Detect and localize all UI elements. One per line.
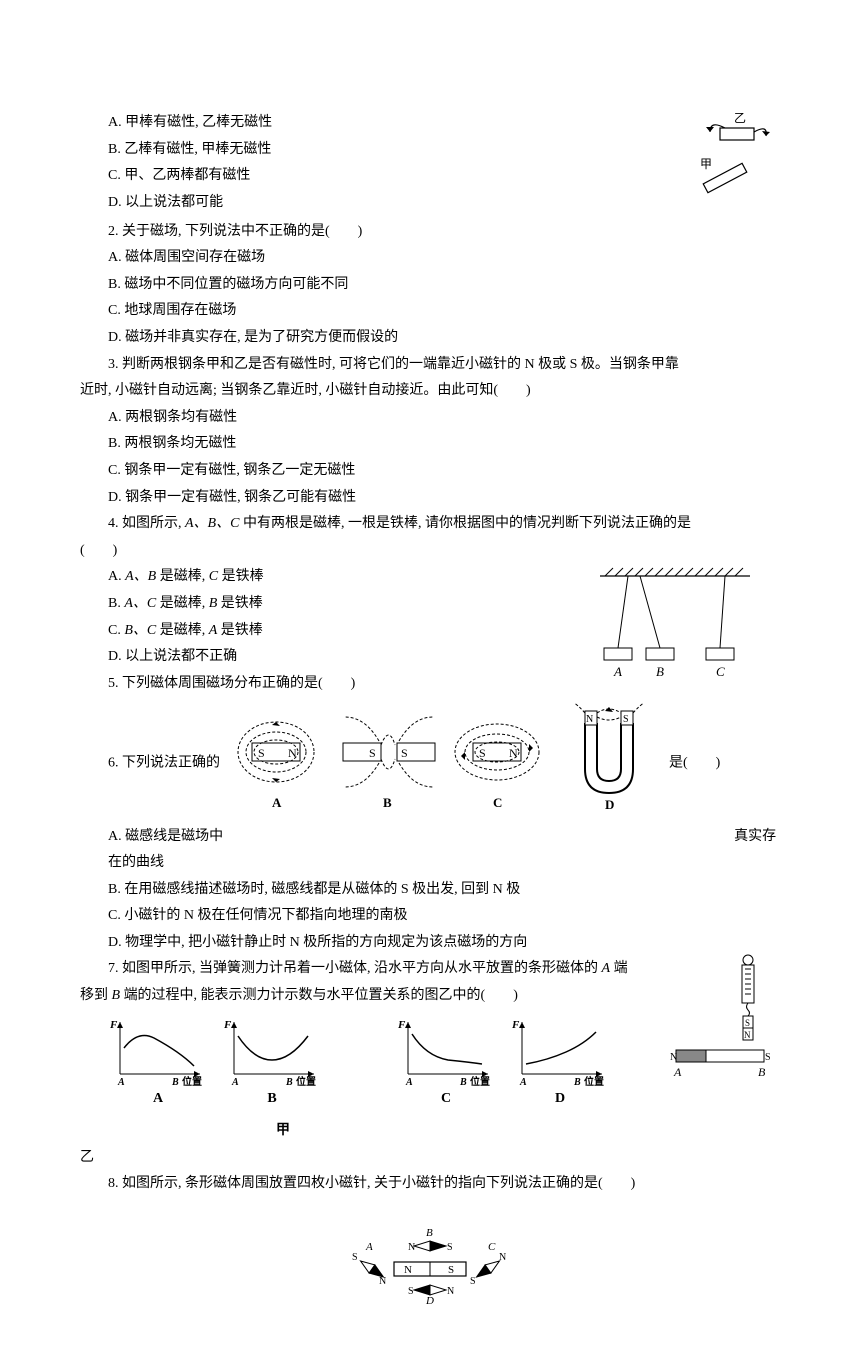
svg-text:A: A — [405, 1077, 413, 1086]
svg-text:B: B — [656, 664, 664, 679]
q6-option-a-a: A. 磁感线是磁场中 — [108, 829, 223, 844]
q8-figure: N S S N A N S B S N C S N D — [80, 1228, 780, 1319]
q2-option-a: A. 磁体周围空间存在磁场 — [80, 245, 780, 272]
svg-text:B: B — [426, 1228, 433, 1239]
q4-stem: 4. 如图所示, A、B、C 中有两根是磁棒, 一根是铁棒, 请你根据图中的情况… — [80, 511, 780, 538]
q7-jia-figure: S N A B N S — [670, 952, 770, 1113]
svg-text:S: S — [408, 1286, 414, 1297]
q3-option-c: C. 钢条甲一定有磁性, 钢条乙一定无磁性 — [80, 458, 780, 485]
q6-option-c: C. 小磁针的 N 极在任何情况下都指向地理的南极 — [80, 903, 780, 930]
svg-text:F: F — [397, 1019, 406, 1031]
svg-text:A: A — [231, 1077, 239, 1086]
svg-text:B: B — [459, 1077, 467, 1086]
q3-option-d: D. 钢条甲一定有磁性, 钢条乙可能有磁性 — [80, 485, 780, 512]
q6-stem-a: 6. 下列说法正确的 — [108, 755, 220, 770]
q3-option-b: B. 两根钢条均无磁性 — [80, 431, 780, 458]
svg-text:位置: 位置 — [296, 1075, 316, 1086]
svg-text:A: A — [272, 795, 282, 810]
svg-text:S: S — [369, 746, 376, 760]
svg-text:B: B — [573, 1077, 581, 1086]
svg-text:F: F — [109, 1019, 118, 1031]
q1-figure: 乙 甲 — [670, 110, 770, 211]
q6-stem-b: 是( ) — [669, 755, 720, 770]
q3-stem-b: 近时, 小磁针自动远离; 当钢条乙靠近时, 小磁针自动接近。由此可知( ) — [80, 378, 780, 405]
svg-text:S: S — [470, 1276, 476, 1287]
svg-text:位置: 位置 — [470, 1075, 490, 1086]
svg-text:S: S — [448, 1264, 454, 1276]
q4-figure: A B C — [580, 564, 770, 695]
q7-graph-a: F A B 位置 — [108, 1016, 208, 1086]
svg-text:B: B — [758, 1065, 766, 1079]
q3-stem-a: 3. 判断两根钢条甲和乙是否有磁性时, 可将它们的一端靠近小磁针的 N 极或 S… — [80, 352, 780, 379]
q3-option-a: A. 两根钢条均有磁性 — [80, 405, 780, 432]
svg-text:S: S — [623, 714, 629, 725]
svg-text:A: A — [673, 1065, 682, 1079]
svg-text:C: C — [716, 664, 725, 679]
svg-text:S: S — [352, 1252, 358, 1263]
svg-text:S: S — [479, 746, 486, 760]
svg-text:S: S — [765, 1052, 770, 1063]
svg-text:N: N — [408, 1242, 415, 1253]
svg-text:S: S — [401, 746, 408, 760]
svg-text:A: A — [365, 1241, 373, 1253]
q4-stem-c: ( ) — [80, 538, 780, 565]
q2-option-b: B. 磁场中不同位置的磁场方向可能不同 — [80, 272, 780, 299]
svg-text:A: A — [117, 1077, 125, 1086]
q7-yi-figures: F A B 位置 A F A B 位置 B F A B 位置 C — [80, 1016, 660, 1113]
svg-text:D: D — [605, 797, 614, 812]
svg-text:C: C — [488, 1241, 496, 1253]
svg-text:N: N — [404, 1264, 412, 1276]
svg-text:D: D — [425, 1295, 434, 1307]
q7-jia-label: 甲 — [80, 1118, 780, 1145]
svg-text:位置: 位置 — [584, 1075, 604, 1086]
q7-label-d: D — [555, 1086, 565, 1113]
svg-text:位置: 位置 — [182, 1075, 202, 1086]
svg-text:N: N — [586, 714, 593, 725]
svg-text:B: B — [285, 1077, 293, 1086]
q7-label-c: C — [441, 1086, 451, 1113]
svg-text:N: N — [379, 1276, 386, 1287]
svg-text:S: S — [745, 1018, 750, 1028]
svg-text:F: F — [511, 1019, 520, 1031]
svg-text:N: N — [509, 746, 518, 760]
q7-graph-b: F A B 位置 — [222, 1016, 322, 1086]
q2-stem: 2. 关于磁场, 下列说法中不正确的是( ) — [80, 219, 780, 246]
svg-text:A: A — [519, 1077, 527, 1086]
svg-text:B: B — [171, 1077, 179, 1086]
q7-graph-d: F A B 位置 — [510, 1016, 610, 1086]
q7-yi: 乙 — [80, 1145, 780, 1172]
q7-label-a: A — [153, 1086, 163, 1113]
svg-text:F: F — [223, 1019, 232, 1031]
svg-text:S: S — [447, 1242, 453, 1253]
q1-yi-label: 乙 — [734, 111, 746, 125]
q7-label-b: B — [267, 1086, 276, 1113]
svg-text:N: N — [744, 1030, 751, 1040]
svg-text:S: S — [258, 746, 265, 760]
q1-jia-label: 甲 — [700, 157, 712, 171]
svg-text:N: N — [447, 1286, 454, 1297]
q2-option-d: D. 磁场并非真实存在, 是为了研究方便而假设的 — [80, 325, 780, 352]
svg-text:N: N — [670, 1052, 677, 1063]
q7-graph-c: F A B 位置 — [396, 1016, 496, 1086]
q5-figures: S N A S S — [230, 703, 660, 824]
q6-option-b: B. 在用磁感线描述磁场时, 磁感线都是从磁体的 S 极出发, 回到 N 极 — [80, 877, 780, 904]
svg-text:C: C — [493, 795, 502, 810]
svg-text:B: B — [383, 795, 392, 810]
q8-stem: 8. 如图所示, 条形磁体周围放置四枚小磁针, 关于小磁针的指向下列说法正确的是… — [80, 1171, 780, 1198]
svg-text:A: A — [613, 664, 622, 679]
q2-option-c: C. 地球周围存在磁场 — [80, 298, 780, 325]
svg-text:N: N — [499, 1252, 506, 1263]
